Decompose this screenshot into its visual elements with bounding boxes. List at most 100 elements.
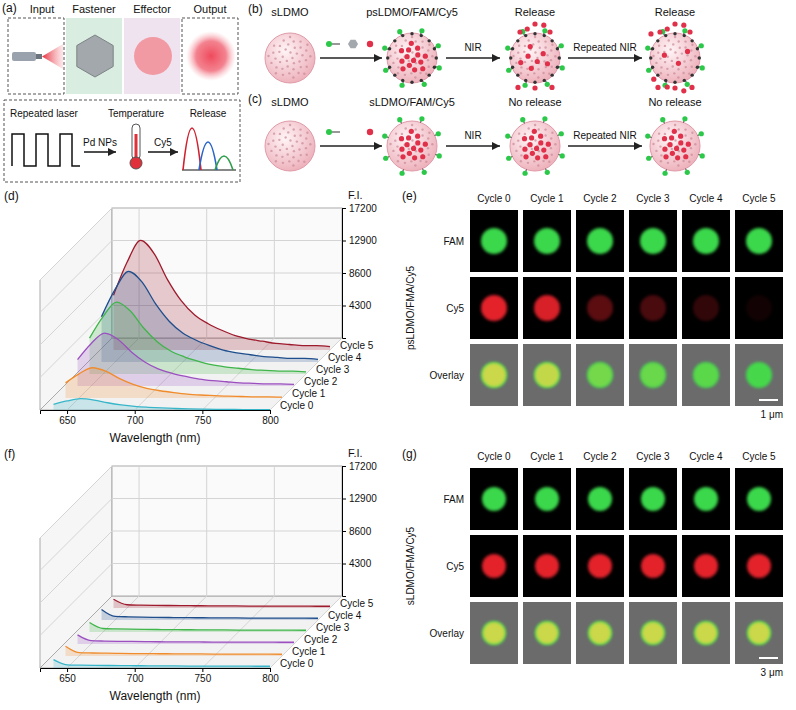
pore bbox=[660, 72, 662, 74]
released-cy5 bbox=[657, 29, 662, 34]
pore bbox=[544, 46, 546, 48]
series bbox=[102, 609, 318, 620]
process-label: Pd NPs bbox=[83, 137, 117, 148]
pore bbox=[306, 154, 308, 156]
particle-body bbox=[265, 121, 315, 171]
pore bbox=[655, 62, 657, 64]
series-area bbox=[54, 399, 270, 410]
cy5-dot bbox=[415, 46, 420, 51]
micrograph bbox=[735, 468, 783, 530]
micrograph bbox=[735, 277, 783, 339]
pore bbox=[674, 124, 676, 126]
pore bbox=[286, 148, 288, 150]
micrograph bbox=[470, 468, 518, 530]
pore bbox=[404, 74, 406, 76]
tick: 700 bbox=[127, 668, 144, 684]
overlay-signal bbox=[483, 622, 505, 644]
pore bbox=[404, 162, 406, 164]
particle-body bbox=[265, 33, 315, 83]
pore bbox=[534, 124, 536, 126]
dna-strand bbox=[332, 132, 340, 133]
pore bbox=[679, 47, 681, 49]
fam-dot bbox=[700, 153, 705, 158]
series-line bbox=[114, 599, 330, 606]
pore bbox=[282, 144, 284, 146]
tick: 8600 bbox=[342, 526, 372, 537]
cy5-dot bbox=[400, 154, 405, 159]
series-area bbox=[90, 623, 306, 632]
column-header: Cycle 2 bbox=[583, 451, 617, 462]
fam-dot bbox=[397, 29, 402, 34]
pore bbox=[684, 134, 686, 136]
series-label: Cycle 4 bbox=[328, 352, 362, 363]
series bbox=[90, 623, 306, 632]
pore bbox=[550, 137, 552, 139]
fam-dot bbox=[560, 153, 565, 158]
process-box bbox=[4, 100, 240, 182]
tick: 4300 bbox=[342, 558, 372, 569]
pore bbox=[425, 73, 427, 75]
pore bbox=[690, 137, 692, 139]
cy5-signal bbox=[482, 554, 506, 578]
cy5-dot bbox=[535, 59, 540, 64]
released-cy5 bbox=[532, 85, 537, 90]
release-peak bbox=[199, 142, 217, 170]
overlay-signal bbox=[588, 363, 612, 387]
overlay-signal bbox=[641, 363, 665, 387]
pore bbox=[401, 133, 403, 135]
thermometer bbox=[130, 157, 142, 169]
particle-body bbox=[387, 121, 437, 171]
floor bbox=[40, 596, 342, 668]
series bbox=[66, 368, 282, 398]
fam-signal bbox=[534, 228, 560, 254]
released-cy5 bbox=[648, 31, 653, 36]
pore bbox=[550, 59, 552, 61]
pore bbox=[681, 52, 683, 54]
pore bbox=[286, 65, 288, 67]
pore bbox=[518, 44, 520, 46]
pore bbox=[677, 40, 679, 42]
tick-mark bbox=[270, 668, 271, 672]
pd-np bbox=[516, 73, 519, 76]
cy5-signal bbox=[640, 295, 666, 321]
pd-np bbox=[533, 81, 536, 84]
released-cy5 bbox=[651, 77, 656, 82]
released-cy5 bbox=[687, 29, 692, 34]
pore bbox=[408, 148, 410, 150]
pore bbox=[411, 124, 413, 126]
series-area bbox=[114, 599, 330, 608]
series-label: Cycle 3 bbox=[316, 622, 350, 633]
pore bbox=[427, 147, 429, 149]
pore bbox=[691, 44, 693, 46]
column-header: Cycle 2 bbox=[583, 193, 617, 204]
pore bbox=[542, 160, 544, 162]
released-cy5 bbox=[672, 21, 677, 26]
pore bbox=[305, 137, 307, 139]
grid-line bbox=[112, 208, 342, 209]
scale-bar-label: 1 μm bbox=[761, 409, 783, 420]
micrograph bbox=[682, 602, 730, 664]
particle-body bbox=[650, 33, 700, 83]
pore bbox=[515, 150, 517, 152]
tick-mark bbox=[67, 668, 68, 672]
fam-dot bbox=[382, 133, 387, 138]
stage-label: sLDMO bbox=[271, 96, 309, 108]
pore bbox=[537, 128, 539, 130]
pore bbox=[428, 66, 430, 68]
pore bbox=[551, 44, 553, 46]
grid-line bbox=[112, 240, 342, 241]
cy5-dot bbox=[678, 134, 683, 139]
stage-label: Release bbox=[655, 6, 695, 18]
cy5-dot bbox=[662, 53, 667, 58]
pore bbox=[428, 154, 430, 156]
pore bbox=[395, 132, 397, 134]
tick-mark bbox=[270, 410, 271, 414]
fam-signal bbox=[588, 621, 612, 645]
pore bbox=[550, 147, 552, 149]
fam-dot bbox=[520, 117, 525, 122]
series-label: Cycle 1 bbox=[292, 646, 326, 657]
pore bbox=[537, 40, 539, 42]
image-grid: (g)Cycle 0Cycle 1Cycle 2Cycle 3Cycle 4Cy… bbox=[402, 447, 783, 678]
pore bbox=[275, 72, 277, 74]
pore bbox=[408, 60, 410, 62]
